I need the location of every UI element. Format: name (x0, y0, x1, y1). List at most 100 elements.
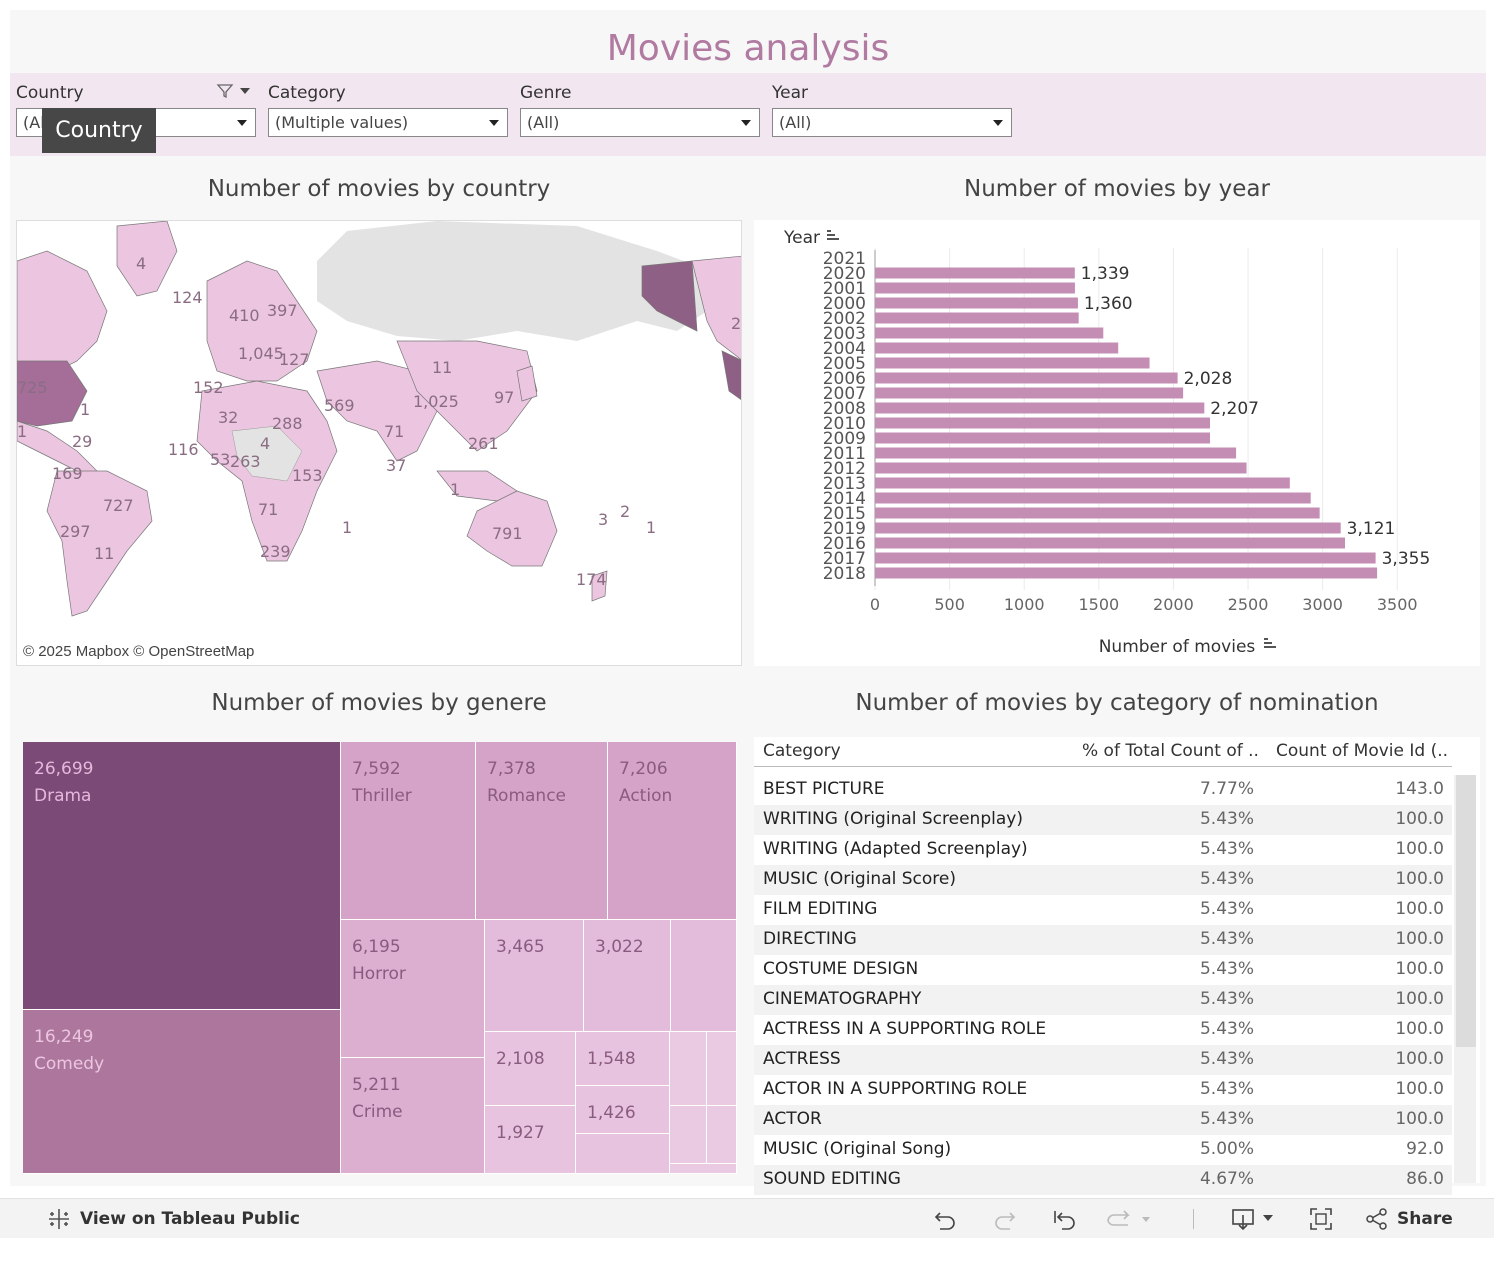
barchart-title: Number of movies by year (964, 176, 1270, 202)
table-row[interactable]: DIRECTING 5.43% 100.0 (754, 925, 1452, 955)
undo-icon[interactable] (932, 1207, 958, 1231)
filter-genre[interactable]: Genre (All) (520, 81, 760, 137)
table-row[interactable]: SOUND EDITING 4.67% 86.0 (754, 1165, 1452, 1195)
treemap-cell[interactable] (707, 1032, 737, 1106)
table-row[interactable]: BEST PICTURE 7.77% 143.0 (754, 775, 1452, 805)
map-attribution[interactable]: © 2025 Mapbox © OpenStreetMap (23, 643, 255, 660)
cell-category: ACTOR IN A SUPPORTING ROLE (763, 1079, 1028, 1099)
treemap-cell[interactable]: 1,927 (485, 1106, 576, 1174)
country-map[interactable]: 4 124 397 410 2 725 1 1 29 152 32 288 1,… (16, 220, 742, 666)
table-scrollbar[interactable] (1454, 775, 1476, 1183)
bar (875, 327, 1104, 339)
bar (875, 267, 1075, 279)
treemap-cell[interactable]: 1,548 (576, 1032, 670, 1086)
redo-icon[interactable] (992, 1207, 1018, 1231)
map-label: 1,025 (413, 392, 459, 411)
table-row[interactable]: ACTOR 5.43% 100.0 (754, 1105, 1452, 1135)
table-row[interactable]: ACTRESS IN A SUPPORTING ROLE 5.43% 100.0 (754, 1015, 1452, 1045)
filter-category[interactable]: Category (Multiple values) (268, 81, 508, 137)
col-header-percent[interactable]: % of Total Count of .. (1082, 741, 1259, 761)
map-label: 11 (94, 544, 115, 563)
treemap-label: Crime (352, 1102, 403, 1122)
map-label: 37 (386, 456, 407, 475)
treemap-cell-comedy[interactable]: 16,249 Comedy (23, 1010, 341, 1174)
treemap-cell-drama[interactable]: 26,699 Drama (23, 742, 341, 1010)
filter-bar: Country (All Category (Multiple values) … (10, 73, 1486, 156)
filter-year-dropdown[interactable]: (All) (772, 108, 1012, 137)
y-tick-label: 2012 (823, 459, 866, 479)
y-tick-label: 2018 (823, 564, 866, 584)
map-label: 4 (136, 254, 147, 273)
y-tick-label: 2009 (823, 429, 866, 449)
table-row[interactable]: COSTUME DESIGN 5.43% 100.0 (754, 955, 1452, 985)
table-row[interactable]: ACTOR IN A SUPPORTING ROLE 5.43% 100.0 (754, 1075, 1452, 1105)
filter-funnel-icon[interactable] (216, 83, 252, 103)
treemap-cell-thriller[interactable]: 7,592 Thriller (341, 742, 476, 920)
treemap-cell[interactable] (576, 1134, 670, 1174)
table-row[interactable]: ACTRESS 5.43% 100.0 (754, 1045, 1452, 1075)
treemap-cell-action[interactable]: 7,206 Action (608, 742, 737, 920)
treemap-cell[interactable]: 1,426 (576, 1086, 670, 1134)
col-header-count[interactable]: Count of Movie Id (.. (1276, 741, 1449, 761)
map-label: 791 (492, 524, 523, 543)
cell-category: FILM EDITING (763, 899, 878, 919)
map-label: 97 (494, 388, 515, 407)
cell-category: DIRECTING (763, 929, 857, 949)
toolbar-divider (1193, 1209, 1194, 1229)
fullscreen-icon[interactable] (1308, 1207, 1334, 1231)
table-row[interactable]: FILM EDITING 5.43% 100.0 (754, 895, 1452, 925)
table-row[interactable]: CINEMATOGRAPHY 5.43% 100.0 (754, 985, 1452, 1015)
share-button[interactable]: Share (1397, 1209, 1453, 1229)
treemap-cell[interactable] (670, 1032, 707, 1106)
bar (875, 432, 1210, 444)
refresh-icon[interactable] (1104, 1207, 1150, 1231)
treemap-cell-text: 16,249 Comedy (34, 1024, 104, 1078)
map-label: 725 (17, 378, 48, 397)
genre-treemap[interactable]: 26,699 Drama 16,249 Comedy 7,592 Thriller 7… (23, 742, 737, 1174)
treemap-cell[interactable] (671, 920, 737, 1032)
treemap-cell[interactable]: 3,465 (485, 920, 584, 1032)
filter-year[interactable]: Year (All) (772, 81, 1012, 137)
treemap-cell[interactable] (670, 1106, 707, 1164)
treemap-cell[interactable] (670, 1164, 737, 1174)
table-row[interactable]: WRITING (Original Screenplay) 5.43% 100.0 (754, 805, 1452, 835)
revert-icon[interactable] (1052, 1207, 1078, 1231)
bar (875, 297, 1078, 309)
table-row[interactable]: WRITING (Adapted Screenplay) 5.43% 100.0 (754, 835, 1452, 865)
treemap-cell[interactable]: 3,022 (584, 920, 671, 1032)
treemap-cell[interactable] (707, 1106, 737, 1164)
cell-count: 143.0 (1395, 779, 1444, 799)
cell-category: ACTOR (763, 1109, 822, 1129)
map-label: 71 (258, 500, 279, 519)
filter-category-dropdown[interactable]: (Multiple values) (268, 108, 508, 137)
cell-count: 100.0 (1395, 869, 1444, 889)
table-row[interactable]: MUSIC (Original Score) 5.43% 100.0 (754, 865, 1452, 895)
category-table[interactable]: Category % of Total Count of .. Count of… (754, 737, 1480, 1195)
cell-count: 100.0 (1395, 809, 1444, 829)
table-row[interactable]: MUSIC (Original Song) 5.00% 92.0 (754, 1135, 1452, 1165)
map-label: 2 (731, 314, 742, 333)
chevron-down-icon (993, 120, 1003, 126)
map-label: 124 (172, 288, 203, 307)
cell-category: MUSIC (Original Score) (763, 869, 956, 889)
sort-icon (827, 230, 831, 232)
cell-count: 100.0 (1395, 1019, 1444, 1039)
treemap-cell-romance[interactable]: 7,378 Romance (476, 742, 608, 920)
map-label: 169 (52, 464, 83, 483)
treemap-cell-horror[interactable]: 6,195 Horror (341, 920, 485, 1058)
download-icon[interactable] (1230, 1207, 1278, 1231)
scrollbar-thumb[interactable] (1456, 775, 1476, 1047)
cell-category: MUSIC (Original Song) (763, 1139, 952, 1159)
data-label: 3,355 (1382, 549, 1431, 569)
view-on-tableau-link[interactable]: View on Tableau Public (80, 1209, 300, 1229)
x-axis-title: Number of movies (1099, 637, 1256, 657)
tableau-logo-icon[interactable] (46, 1207, 72, 1231)
filter-genre-dropdown[interactable]: (All) (520, 108, 760, 137)
cell-category: BEST PICTURE (763, 779, 885, 799)
data-label: 3,121 (1347, 519, 1396, 539)
share-icon[interactable] (1364, 1207, 1390, 1231)
treemap-cell-crime[interactable]: 5,211 Crime (341, 1058, 485, 1174)
col-header-category[interactable]: Category (763, 741, 841, 761)
year-bar-chart[interactable]: 0 500 1000 1500 2000 2500 3000 3500 2021 2020 1,33… (754, 220, 1480, 666)
treemap-cell[interactable]: 2,108 (485, 1032, 576, 1106)
